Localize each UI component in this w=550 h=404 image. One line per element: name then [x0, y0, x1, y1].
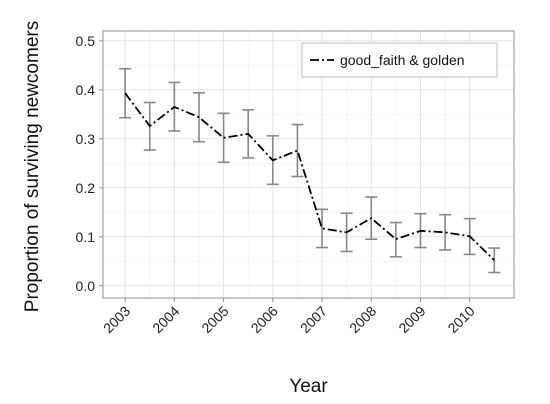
y-tick-label: 0.1: [76, 229, 96, 245]
error-bar: [217, 112, 230, 164]
error-bar: [119, 67, 132, 119]
series-line: [124, 92, 495, 261]
series-lines: [124, 92, 495, 261]
y-axis-title: Proportion of surviving newcomers: [22, 21, 43, 312]
legend-label: good_faith & golden: [340, 52, 465, 68]
error-bars: [119, 67, 501, 274]
legend: good_faith & golden: [301, 42, 498, 78]
error-bar: [316, 208, 329, 249]
legend-box: [301, 42, 498, 78]
y-tick-label: 0.0: [76, 278, 96, 294]
error-bar: [291, 123, 304, 178]
plot-panel-border: [102, 30, 515, 299]
y-tick-label: 0.3: [76, 131, 96, 147]
error-bar: [439, 213, 452, 251]
x-axis-title: Year: [289, 376, 328, 397]
y-tick-label: 0.2: [76, 180, 96, 196]
y-tick-label: 0.5: [76, 33, 96, 49]
y-tick-label: 0.4: [76, 82, 96, 98]
error-bar: [389, 221, 402, 258]
